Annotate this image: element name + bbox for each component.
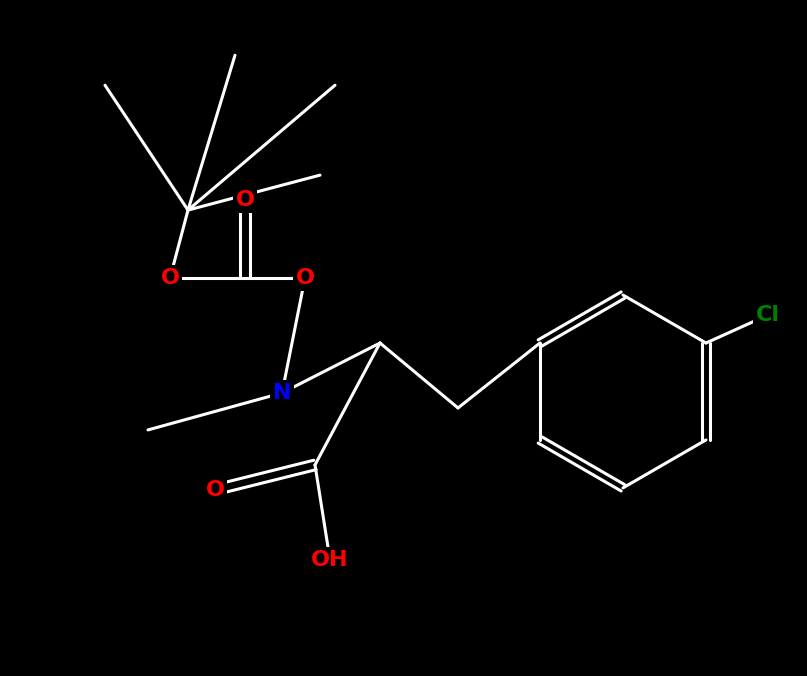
Text: OH: OH (312, 550, 349, 570)
Text: O: O (236, 190, 254, 210)
Text: O: O (161, 268, 179, 288)
Text: N: N (273, 383, 291, 403)
Text: Cl: Cl (756, 305, 780, 325)
Text: O: O (206, 480, 224, 500)
Text: O: O (295, 268, 315, 288)
